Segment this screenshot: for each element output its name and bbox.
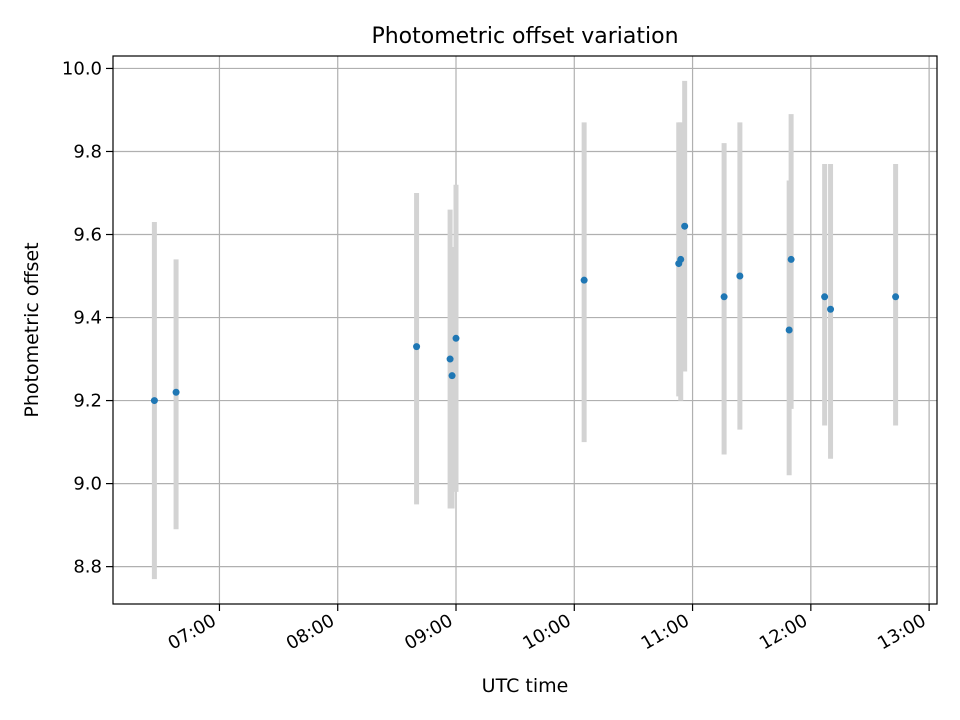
data-point	[720, 293, 728, 301]
data-point	[821, 293, 829, 301]
data-point	[787, 255, 795, 263]
data-point	[150, 397, 158, 405]
data-point	[785, 326, 793, 334]
data-point	[892, 293, 900, 301]
data-point	[448, 372, 456, 380]
y-tick-label: 9.0	[73, 474, 102, 495]
y-tick-label: 9.8	[73, 141, 102, 162]
data-point	[681, 222, 689, 230]
data-point	[580, 276, 588, 284]
chart-title: Photometric offset variation	[371, 24, 678, 49]
data-points	[150, 222, 900, 405]
y-tick-label: 9.6	[73, 225, 102, 246]
plot-frame	[112, 55, 938, 605]
y-tick-label: 10.0	[62, 58, 102, 79]
y-axis-ticks: 8.8 9.0 9.2 9.4 9.6 9.8 10.0	[62, 58, 113, 578]
x-axis-label: UTC time	[482, 675, 569, 697]
data-point	[827, 305, 835, 313]
data-point	[736, 272, 744, 280]
data-point	[446, 355, 454, 363]
data-point	[413, 343, 421, 351]
data-point	[452, 334, 460, 342]
data-point	[677, 255, 685, 263]
data-point	[172, 388, 180, 396]
y-tick-label: 9.4	[73, 308, 102, 329]
y-tick-label: 8.8	[73, 557, 102, 578]
y-axis-label: Photometric offset	[21, 242, 43, 417]
y-tick-label: 9.2	[73, 391, 102, 412]
grid	[113, 56, 937, 604]
